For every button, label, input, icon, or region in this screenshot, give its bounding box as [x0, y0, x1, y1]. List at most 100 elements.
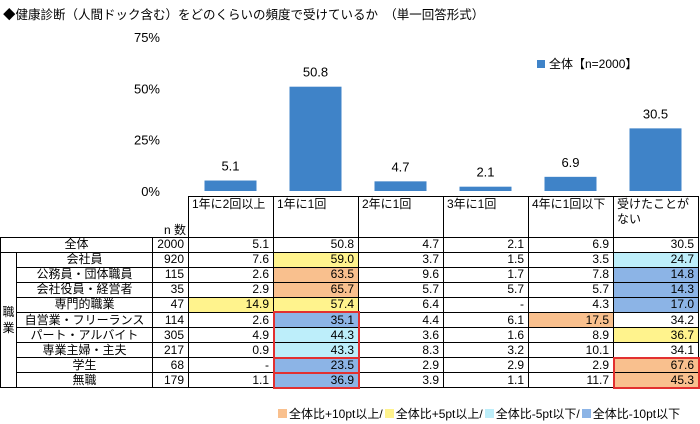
- row-label: 専業主婦・主夫: [16, 342, 153, 359]
- table-row: 会社役員・経営者 35 2.9 65.7 5.7 5.7 5.7 14.3: [1, 281, 699, 298]
- row-n: 217: [152, 342, 189, 359]
- table-cell: 4.7: [358, 236, 444, 253]
- table-cell: 10.1: [528, 342, 614, 359]
- row-label: 専門的職業: [16, 296, 153, 313]
- table-row: 専門的職業 47 14.9 57.4 6.4-4.3 17.0: [1, 296, 699, 313]
- table-cell: 65.7: [273, 281, 359, 298]
- table-cell: 14.3: [613, 281, 699, 298]
- table-row: 自営業・フリーランス 114 2.6 35.1 4.4 6.1 17.5 34.2: [1, 311, 699, 329]
- table-row-total: 全体 2000 5.1 50.8 4.7 2.1 6.9 30.5: [0, 236, 699, 253]
- row-n: 920: [152, 251, 189, 268]
- bar: [289, 86, 342, 191]
- chart-legend: 全体【n=2000】: [537, 55, 637, 72]
- table-cell: 11.7: [528, 372, 614, 389]
- table-cell: 1.1: [443, 372, 529, 389]
- table-cell: 7.6: [188, 251, 274, 268]
- legend-label: 全体【n=2000】: [549, 57, 638, 71]
- table-cell: 44.3: [273, 327, 359, 344]
- table-cell: 63.5: [273, 266, 359, 283]
- table-cell: 2.6: [188, 266, 274, 283]
- bar-chart: 0% 25% 50% 75% 5.1 50.8 4.7 2.1 6.9 30.5: [134, 30, 682, 196]
- table-cell: 36.9: [273, 372, 359, 389]
- bar-value-label: 30.5: [643, 106, 668, 121]
- chart-title: ◆健康診断（人間ドック含む）をどのくらいの頻度で受けているか （単一回答形式）: [3, 8, 485, 22]
- table-cell: 45.3: [613, 372, 699, 389]
- table-cell: 24.7: [613, 251, 699, 268]
- table-cell: 9.6: [358, 266, 444, 283]
- legend-swatch: [278, 409, 287, 418]
- column-header: 1年に1回: [273, 196, 359, 238]
- legend-label: 全体比-10pt以下: [592, 407, 681, 421]
- table-cell: 1.7: [443, 266, 529, 283]
- table-header-row: n 数 1年に2回以上 1年に1回 2年に1回 3年に1回 4年に1回以下 受けたことが ない: [1, 196, 699, 238]
- table-row: 学生 68-23.5 2.9 2.9 2.9 67.6: [1, 357, 699, 374]
- table-cell: 1.1: [188, 372, 274, 389]
- table-cell: 3.7: [358, 251, 444, 268]
- table-cell: 8.9: [528, 327, 614, 344]
- row-n: 68: [152, 357, 189, 374]
- y-tick-label: 75%: [134, 30, 160, 45]
- row-n: 35: [152, 281, 189, 298]
- bar-value-label: 2.1: [476, 165, 494, 180]
- row-n: 47: [152, 296, 189, 313]
- legend-swatch: [384, 409, 394, 418]
- table-cell: 34.1: [613, 342, 699, 359]
- row-label: 自営業・フリーランス: [16, 311, 153, 329]
- data-table: n 数 1年に2回以上 1年に1回 2年に1回 3年に1回 4年に1回以下 受けたことが ない…: [0, 196, 699, 389]
- table-cell: 1.6: [443, 327, 529, 344]
- table-cell: 5.1: [188, 236, 274, 253]
- y-tick-label: 25%: [134, 133, 160, 148]
- table-cell: 3.6: [358, 327, 444, 344]
- table-cell: 23.5: [273, 357, 359, 374]
- row-n: 179: [152, 372, 189, 389]
- bar: [204, 180, 257, 191]
- table-cell: 17.5: [528, 311, 614, 329]
- column-header: 受けたことが ない: [613, 196, 699, 238]
- table-cell: 5.7: [528, 281, 614, 298]
- table-cell: 3.2: [443, 342, 529, 359]
- table-cell: 2.6: [188, 311, 274, 329]
- table-cell: 14.9: [188, 296, 274, 313]
- column-header: 2年に1回: [358, 196, 444, 238]
- legend-label: 全体比+10pt以上/: [289, 407, 383, 421]
- table-cell: 50.8: [273, 236, 359, 253]
- row-n: 2000: [152, 236, 189, 253]
- column-header: 4年に1回以下: [528, 196, 614, 238]
- bar: [374, 181, 427, 191]
- bar: [544, 176, 597, 191]
- table-cell: 30.5: [613, 236, 699, 253]
- table-corner: [1, 197, 153, 238]
- table-row: 公務員・団体職員 115 2.6 63.5 9.6 1.7 7.8 14.8: [1, 266, 699, 283]
- table-cell: 2.9: [528, 357, 614, 374]
- row-label: 公務員・団体職員: [16, 266, 153, 283]
- table-cell: 2.1: [443, 236, 529, 253]
- table-cell: 6.9: [528, 236, 614, 253]
- bar-value-label: 6.9: [561, 155, 579, 170]
- table-cell: 4.3: [528, 296, 614, 313]
- row-n: 305: [152, 327, 189, 344]
- column-header: 1年に2回以上: [188, 196, 274, 238]
- table-cell: 6.1: [443, 311, 529, 329]
- bar-value-label: 4.7: [391, 159, 409, 174]
- highlight-legend-item: 全体比-10pt以下: [581, 405, 681, 422]
- n-header: n 数: [152, 196, 189, 238]
- table-cell: 34.2: [613, 311, 699, 329]
- table-cell: 67.6: [613, 357, 699, 374]
- row-label: 学生: [16, 357, 153, 374]
- row-n: 114: [152, 311, 189, 329]
- table-cell: 3.9: [358, 372, 444, 389]
- legend-label: 全体比-5pt以下/: [495, 407, 580, 421]
- table-row: 無職 179 1.1 36.9 3.9 1.1 11.7 45.3: [1, 372, 699, 389]
- bar: [459, 186, 512, 191]
- table-row: 職業会社員 920 7.6 59.0 3.7 1.5 3.5 24.7: [0, 251, 699, 389]
- table-cell: 43.3: [273, 342, 359, 359]
- table-cell: 8.3: [358, 342, 444, 359]
- y-tick-label: 50%: [134, 81, 160, 96]
- row-label: 全体: [0, 236, 153, 253]
- bar-value-label: 5.1: [221, 159, 239, 174]
- bar: [629, 128, 682, 191]
- table-cell: 4.9: [188, 327, 274, 344]
- table-cell: 14.8: [613, 266, 699, 283]
- highlight-legend-item: 全体比+5pt以上/: [384, 405, 483, 422]
- table-row: パート・アルバイト 305 4.9 44.3 3.6 1.6 8.9 36.7: [1, 327, 699, 344]
